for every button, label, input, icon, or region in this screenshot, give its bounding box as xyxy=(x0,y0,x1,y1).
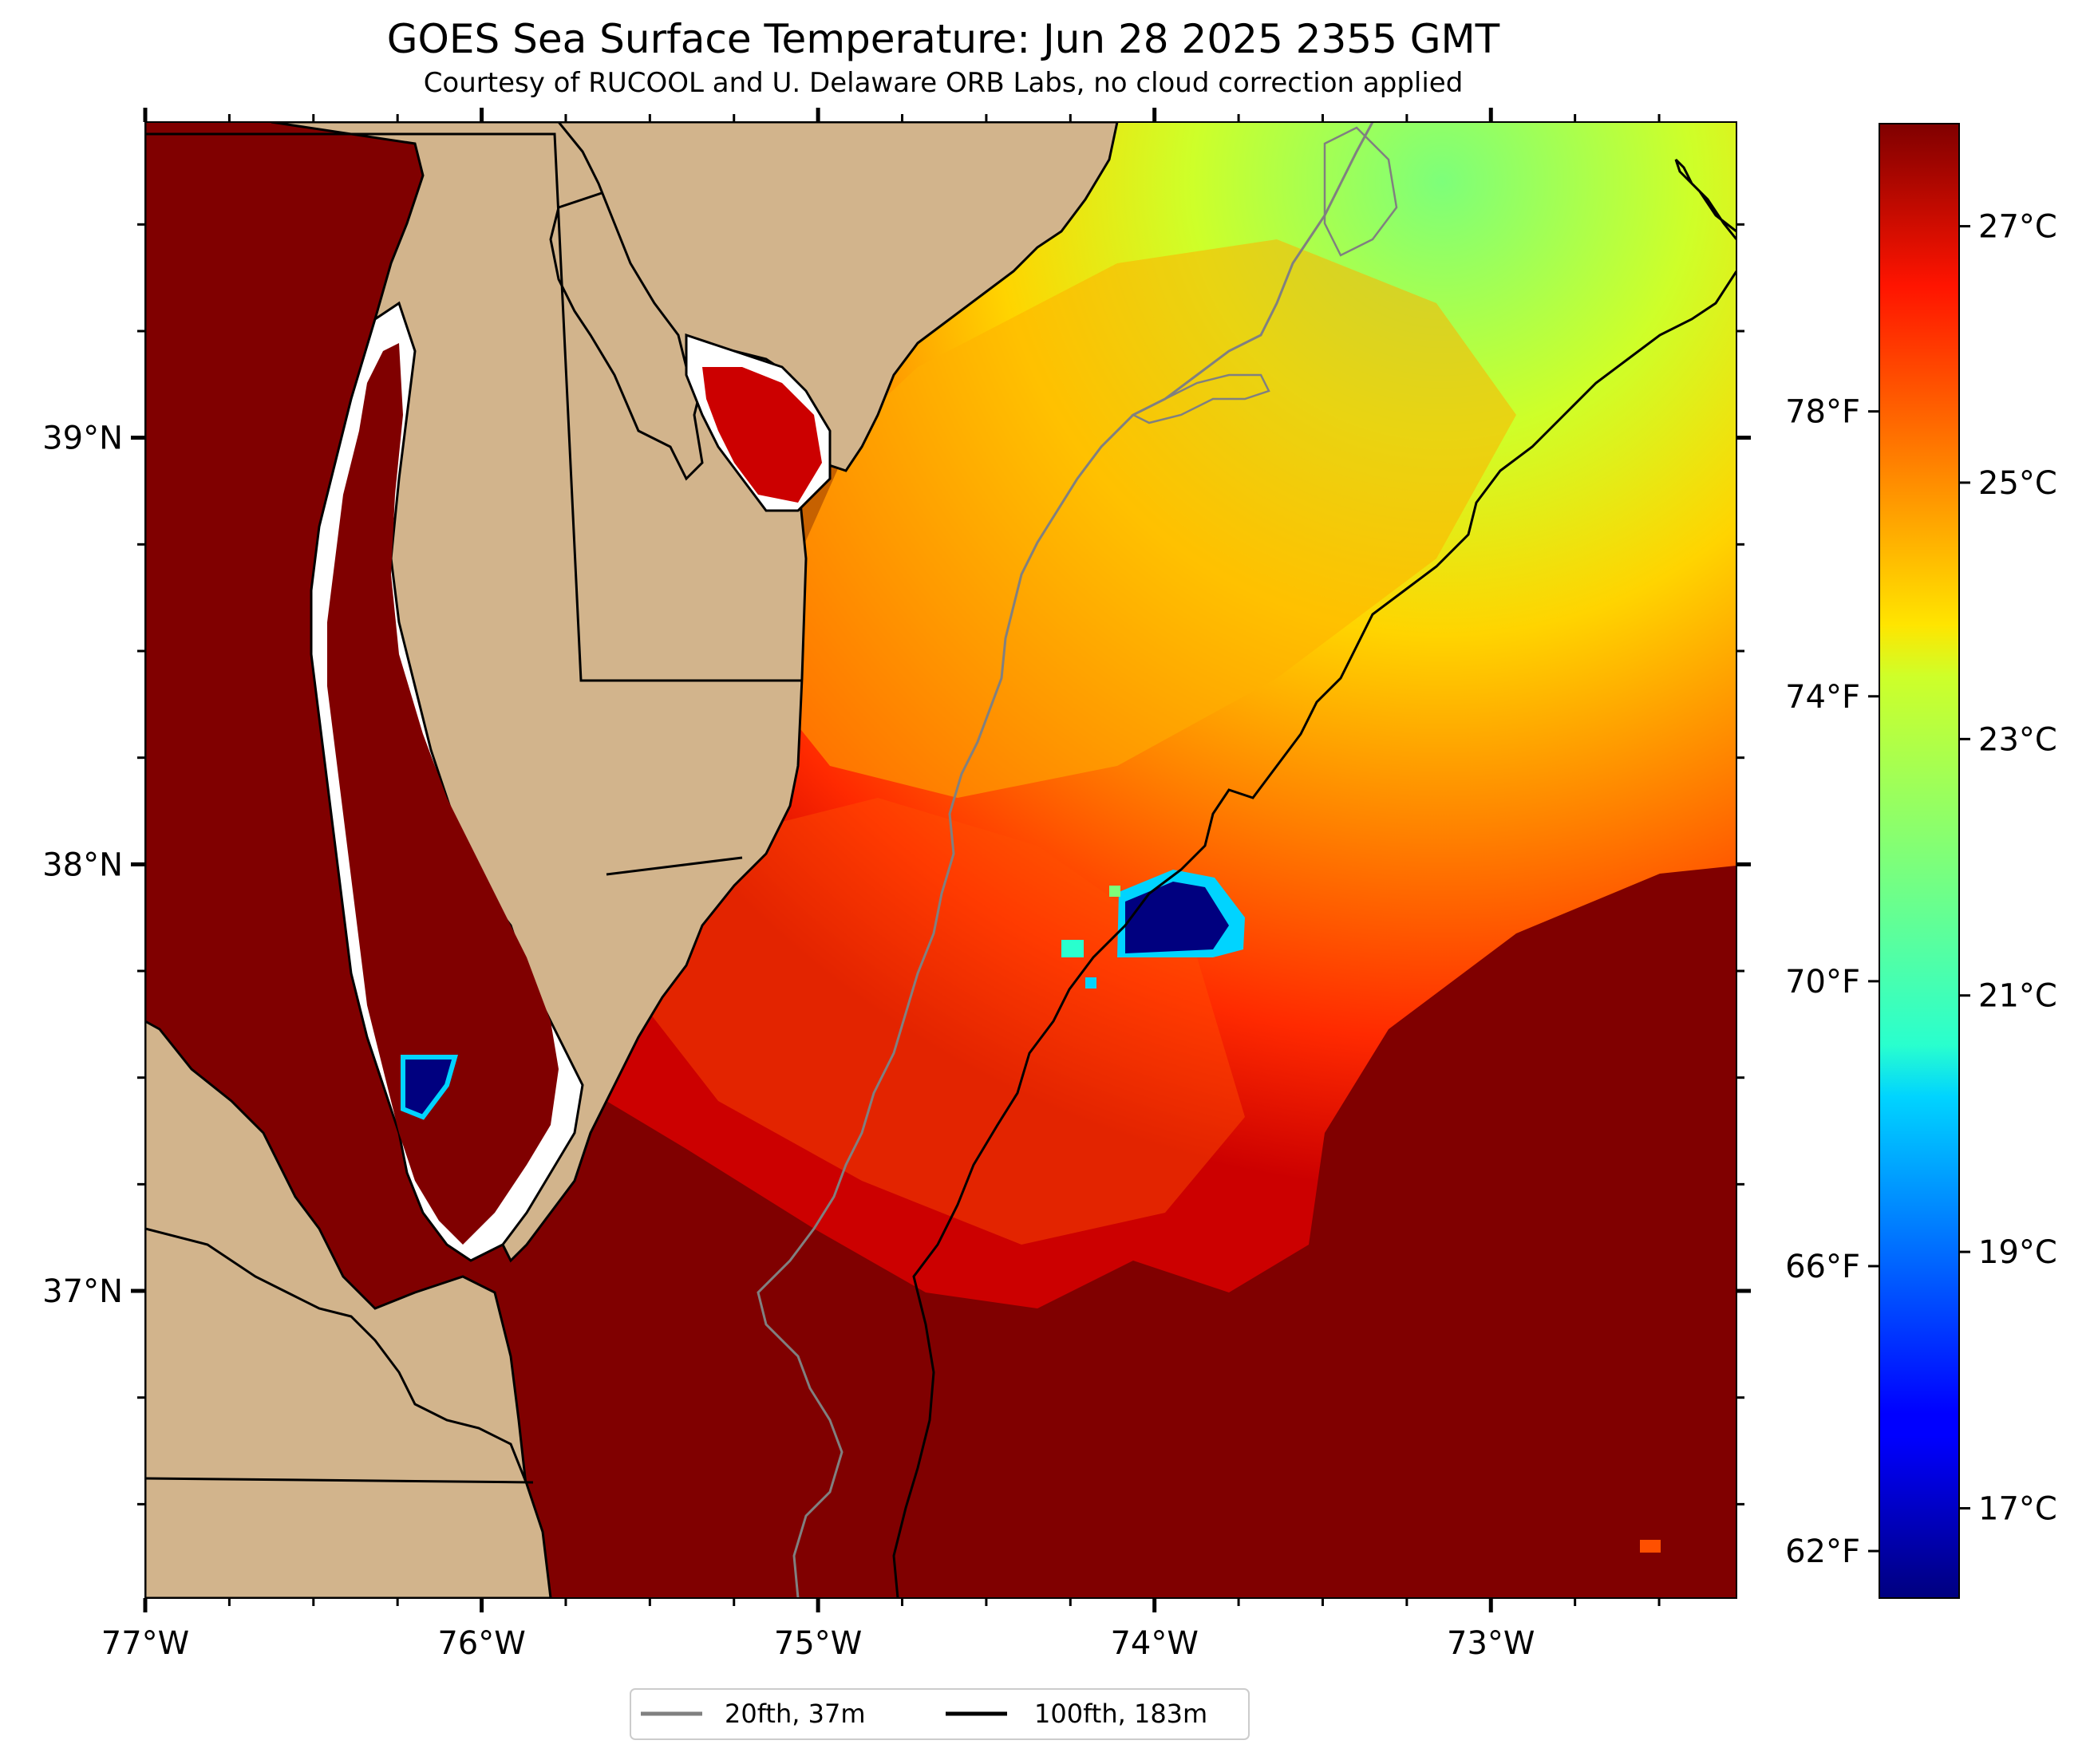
contour-20fth-detail xyxy=(1131,126,1398,424)
lon-ticks xyxy=(143,108,1661,1612)
colorbar-fahrenheit-ticks: 78°F 74°F 70°F 66°F 62°F xyxy=(1785,394,1879,1570)
contour-legend: 20fth, 37m 100fth, 183m xyxy=(630,1688,1250,1740)
colorbar-c-label: 19°C xyxy=(1978,1234,2057,1271)
map-title: GOES Sea Surface Temperature: Jun 28 202… xyxy=(386,16,1500,62)
lon-tick-labels: 77°W 76°W 75°W 74°W 73°W xyxy=(101,1625,1535,1662)
lon-tick-label: 76°W xyxy=(437,1625,525,1662)
lat-tick-label: 37°N xyxy=(42,1273,123,1310)
sst-cold-speck-1 xyxy=(1061,940,1084,957)
colorbar-c-label: 17°C xyxy=(1978,1491,2057,1528)
lon-tick-label: 75°W xyxy=(774,1625,862,1662)
sst-cold-core xyxy=(1125,882,1229,953)
state-border-md-de xyxy=(145,132,802,682)
colorbar-c-label: 25°C xyxy=(1978,465,2057,502)
state-border-va-nc xyxy=(145,1477,534,1484)
map-frame xyxy=(144,121,1737,1599)
colorbar-f-label: 70°F xyxy=(1785,964,1860,1000)
contour-20fth xyxy=(757,122,1374,1598)
colorbar-f-label: 62°F xyxy=(1785,1533,1860,1570)
sst-shelf-orange xyxy=(606,798,1245,1245)
colorbar-c-label: 23°C xyxy=(1978,721,2057,758)
sst-bay-cold xyxy=(401,1055,458,1120)
sst-map xyxy=(145,122,1736,1598)
colorbar-f-label: 74°F xyxy=(1785,679,1860,716)
state-border-de-va xyxy=(606,856,743,876)
lat-tick-label: 39°N xyxy=(42,420,123,457)
lon-tick-label: 73°W xyxy=(1447,1625,1535,1662)
legend-label-100fth: 100fth, 183m xyxy=(1034,1699,1207,1729)
sst-warm-speck xyxy=(1640,1540,1661,1553)
colorbar-c-label: 27°C xyxy=(1978,209,2057,246)
sst-cold-speck-3 xyxy=(1109,886,1120,897)
map-subtitle: Courtesy of RUCOOL and U. Delaware ORB L… xyxy=(423,67,1464,99)
colorbar-c-label: 21°C xyxy=(1978,978,2057,1015)
lon-tick-label: 74°W xyxy=(1110,1625,1198,1662)
sst-bay-warm xyxy=(327,343,559,1245)
colorbar-celsius-ticks: 27°C 25°C 23°C 21°C 19°C 17°C xyxy=(1959,209,2057,1528)
sst-delaware-bay xyxy=(702,367,822,503)
lat-tick-label: 38°N xyxy=(42,846,123,883)
legend-label-20fth: 20fth, 37m xyxy=(725,1699,865,1729)
sst-cold-speck-2 xyxy=(1085,977,1096,989)
colorbar xyxy=(1879,123,1960,1599)
lat-ticks xyxy=(131,223,1751,1506)
lat-tick-labels: 39°N 38°N 37°N xyxy=(42,420,123,1310)
contour-100fth xyxy=(892,270,1736,1598)
contour-100fth-north xyxy=(1674,158,1736,240)
sst-shelf-warm xyxy=(766,239,1516,798)
colorbar-f-label: 66°F xyxy=(1785,1249,1860,1285)
lon-tick-label: 77°W xyxy=(101,1625,189,1662)
colorbar-f-label: 78°F xyxy=(1785,394,1860,431)
land-south xyxy=(145,1227,552,1598)
